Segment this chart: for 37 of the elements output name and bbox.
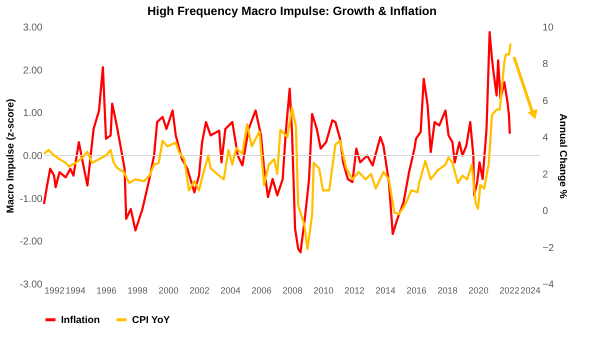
y2-tick-label: 8 xyxy=(542,59,548,70)
x-tick-label: 2020 xyxy=(468,286,489,296)
x-tick-label: 2002 xyxy=(189,286,210,296)
x-tick-label: 2018 xyxy=(437,286,458,296)
x-tick-label: 2004 xyxy=(220,286,241,296)
y2-tick-label: −4 xyxy=(542,280,554,290)
x-tick-label: 2000 xyxy=(158,286,179,296)
y-axis-title: Macro Impulse (z-score) xyxy=(6,98,17,214)
y2-tick-label: 6 xyxy=(542,96,548,107)
y-tick-label: 2.00 xyxy=(23,65,43,76)
y-tick-label: -3.00 xyxy=(20,280,43,290)
y-tick-label: 0.00 xyxy=(23,151,43,162)
x-tick-label: 2008 xyxy=(282,286,303,296)
x-tick-label: 2024 xyxy=(520,286,540,296)
y-tick-label: -2.00 xyxy=(20,236,43,248)
y-tick-label: 3.00 xyxy=(23,22,43,34)
x-tick-label: 2010 xyxy=(313,286,334,296)
y-tick-label: 1.00 xyxy=(23,108,43,120)
y2-tick-label: −2 xyxy=(542,242,554,254)
legend-label: Inflation xyxy=(61,314,100,326)
y2-tick-label: 2 xyxy=(542,169,548,180)
y2-tick-label: 10 xyxy=(542,22,554,34)
chart-title: High Frequency Macro Impulse: Growth & Inflation xyxy=(147,4,437,18)
x-tick-label: 2016 xyxy=(406,286,427,296)
x-tick-label: 2014 xyxy=(375,286,396,296)
y2-axis-title: Annual Change % xyxy=(556,113,568,199)
y-tick-label: -1.00 xyxy=(20,194,43,205)
x-tick-label: 1994 xyxy=(65,286,86,296)
legend-label: CPI YoY xyxy=(132,314,170,326)
y2-tick-label: 4 xyxy=(542,132,548,144)
x-tick-label: 2022 xyxy=(499,286,520,296)
x-tick-label: 2012 xyxy=(344,286,365,296)
x-tick-label: 1998 xyxy=(127,286,148,296)
x-tick-label: 1992 xyxy=(44,286,65,296)
y2-tick-label: 0 xyxy=(542,206,548,218)
x-tick-label: 2006 xyxy=(251,286,272,296)
x-tick-label: 1996 xyxy=(96,286,117,296)
